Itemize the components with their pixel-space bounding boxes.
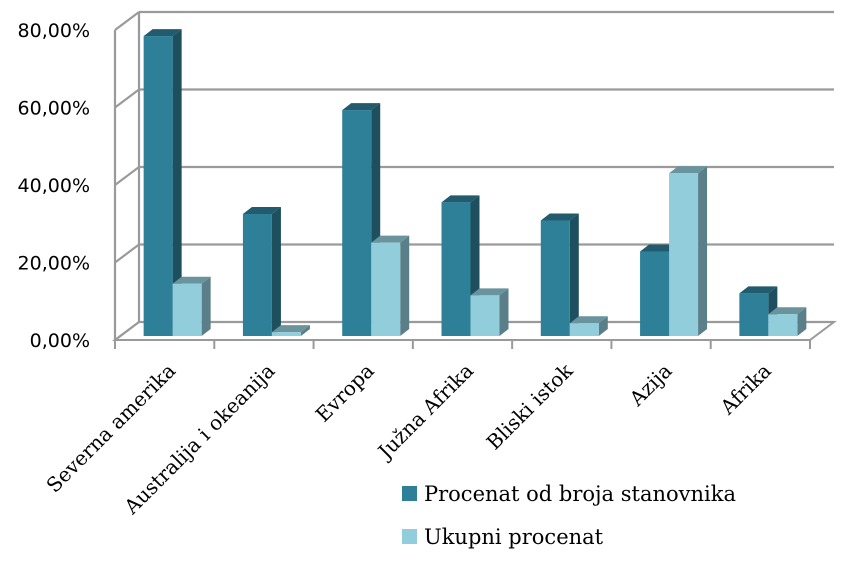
bar <box>470 288 509 336</box>
x-tick-label: Bliski istok <box>482 358 578 454</box>
x-tick-label: Azija <box>624 359 677 412</box>
bar <box>669 166 708 336</box>
x-tick-label: Južna Afrika <box>372 359 478 465</box>
gridline-side <box>114 166 140 186</box>
y-tick-label: 0,00% <box>30 330 90 352</box>
bar <box>371 235 410 336</box>
gridline-side <box>114 243 140 264</box>
bar <box>569 316 608 336</box>
y-tick-label: 80,00% <box>18 20 90 42</box>
bar <box>242 206 281 336</box>
y-tick-label: 40,00% <box>18 175 90 197</box>
bar <box>739 286 778 336</box>
bar <box>768 307 807 336</box>
x-tick-label: Evropa <box>311 359 379 427</box>
y-axis: 0,00% 20,00% 40,00% 60,00% 80,00% <box>18 20 90 352</box>
legend: Procenat od broja stanovnika Ukupni proce… <box>402 482 736 549</box>
gridline-side <box>114 11 140 31</box>
x-tick-label: Afrika <box>715 359 776 420</box>
y-tick-label: 20,00% <box>18 253 90 275</box>
legend-swatch <box>402 529 417 544</box>
bar <box>540 213 579 336</box>
legend-label: Ukupni procenat <box>424 525 604 549</box>
bar <box>172 276 211 336</box>
bars <box>143 29 807 337</box>
y-tick-label: 60,00% <box>18 98 90 120</box>
gridline-side <box>114 88 140 109</box>
legend-label: Procenat od broja stanovnika <box>424 482 736 506</box>
bar <box>271 325 310 336</box>
bar <box>143 29 182 336</box>
legend-swatch <box>402 486 417 501</box>
